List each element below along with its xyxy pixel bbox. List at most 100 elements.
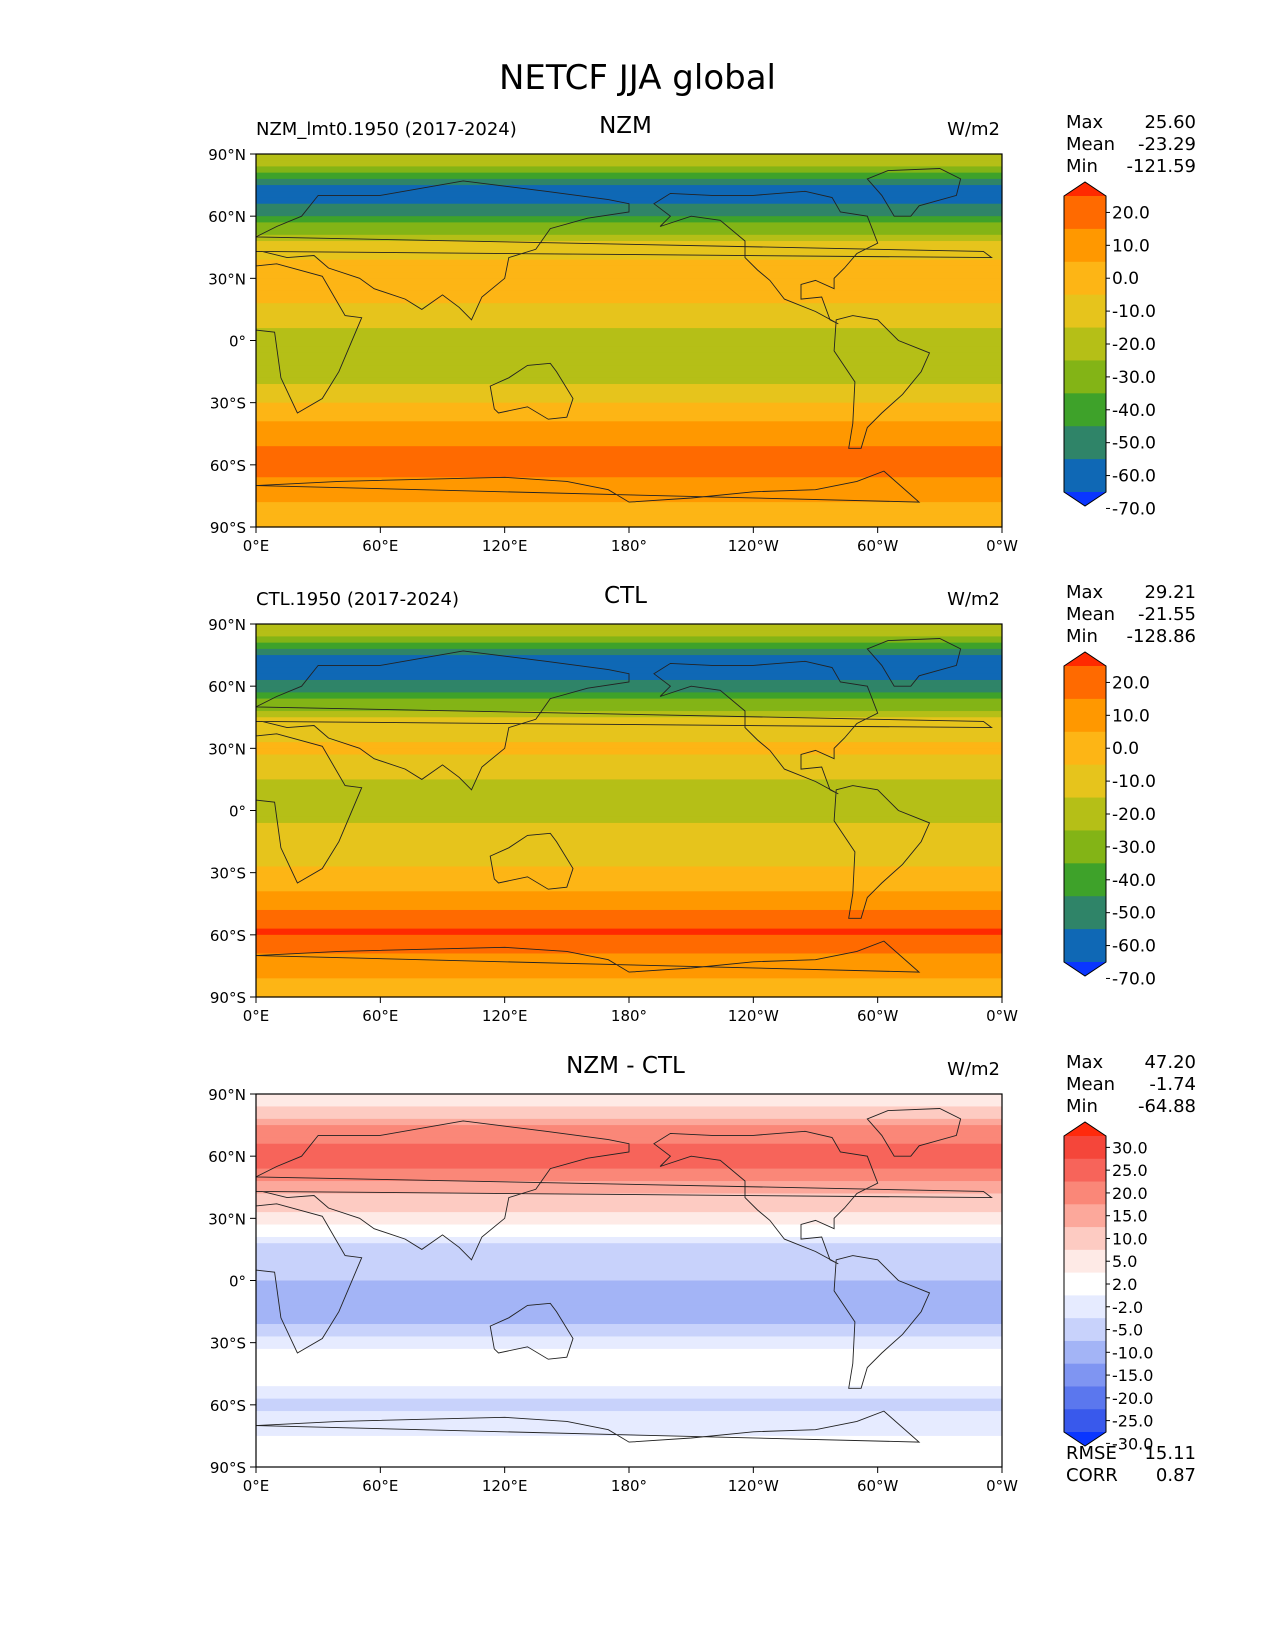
coast-africa <box>255 1203 363 1354</box>
field-band <box>256 829 1002 836</box>
error-stats: RMSE 15.11 CORR 0.87 <box>1066 1443 1196 1487</box>
field-band <box>256 1355 1002 1362</box>
field-band <box>256 1342 1002 1350</box>
lat-tick-label: 30°N <box>208 1210 246 1228</box>
stat-mean: -1.74 <box>1149 1074 1196 1095</box>
field-band <box>256 452 1002 460</box>
field-band <box>256 928 1002 936</box>
colorbar-bottom-extension <box>1064 492 1106 506</box>
lon-tick-label: 120°W <box>728 537 779 555</box>
corr-value: 0.87 <box>1155 1465 1196 1486</box>
field-band <box>256 897 1002 905</box>
field-band <box>256 841 1002 849</box>
field-band <box>256 191 1002 199</box>
lon-tick-label: 60°E <box>362 1477 398 1495</box>
lat-tick-label: 60°S <box>210 1397 246 1415</box>
colorbar-swatch <box>1064 360 1106 394</box>
lon-tick-label: 120°E <box>482 1007 528 1025</box>
lat-tick-label: 90°S <box>210 989 246 1007</box>
coast-greenland <box>866 168 962 217</box>
colorbar-swatch <box>1064 294 1106 329</box>
field-band <box>256 704 1002 712</box>
field-band <box>256 723 1002 731</box>
lon-tick-label: 180° <box>611 537 647 555</box>
colorbar-level-label: -60.0 <box>1112 937 1156 957</box>
lat-tick-label: 60°N <box>208 1148 246 1166</box>
field-band <box>256 1460 1002 1468</box>
panel-title: NZM <box>599 113 652 139</box>
colorbar-bottom-extension <box>1064 1432 1106 1446</box>
coast-greenland <box>866 638 962 687</box>
field-band <box>256 1174 1002 1182</box>
stat-max-label: Max <box>1066 112 1104 133</box>
field-band <box>256 1317 1002 1325</box>
lon-tick-label: 120°E <box>482 1477 528 1495</box>
field-band <box>256 1243 1002 1251</box>
stat-max: 47.20 <box>1144 1052 1196 1073</box>
colorbar-level-label: -60.0 <box>1112 467 1156 487</box>
coast-antarctica <box>255 470 921 503</box>
field-band <box>256 1429 1002 1437</box>
field-band <box>256 934 1002 942</box>
field-band <box>256 328 1002 335</box>
colorbar-swatch <box>1064 863 1106 897</box>
field-band <box>256 197 1002 205</box>
field-band <box>256 508 1002 516</box>
field-band <box>256 903 1002 911</box>
lat-tick-label: 30°N <box>208 740 246 758</box>
stat-mean-label: Mean <box>1066 134 1116 155</box>
colorbar-swatch <box>1064 1340 1106 1365</box>
field-band <box>256 1100 1002 1108</box>
field-band <box>256 1255 1002 1263</box>
colorbar-level-label: -30.0 <box>1112 838 1156 858</box>
colorbar-swatch <box>1064 1272 1106 1296</box>
field-band <box>256 1336 1002 1344</box>
field-band <box>256 259 1002 267</box>
lat-tick-label: 30°S <box>210 1335 246 1353</box>
colorbar-level-label: -50.0 <box>1112 434 1156 454</box>
field-band <box>256 810 1002 818</box>
coast-north-america <box>653 1130 879 1265</box>
colorbar-swatch <box>1064 228 1106 263</box>
stat-min: -121.59 <box>1126 156 1196 177</box>
stat-mean-label: Mean <box>1066 604 1116 625</box>
field-band <box>256 798 1002 805</box>
stat-mean: -23.29 <box>1137 134 1196 155</box>
field-band <box>256 296 1002 304</box>
colorbar-level-label: 2.0 <box>1112 1275 1137 1294</box>
field-band <box>256 309 1002 317</box>
field-band <box>256 502 1002 509</box>
field-band <box>256 698 1002 706</box>
colorbar-swatch <box>1064 1318 1106 1342</box>
field-band <box>256 748 1002 756</box>
map-plot: 90°N 60°N 30°N 0° 30°S 60°S 90°S0°E 60°E 120°E 18… <box>208 616 1156 1025</box>
colorbar-swatch <box>1064 797 1106 831</box>
lat-tick-label: 90°N <box>208 616 246 634</box>
field-band <box>256 947 1002 955</box>
colorbar-level-label: -10.0 <box>1112 772 1156 792</box>
coast-australia <box>489 362 574 420</box>
field-band <box>256 315 1002 323</box>
field-band <box>256 1156 1002 1163</box>
lat-tick-label: 60°S <box>210 457 246 475</box>
lat-tick-label: 60°N <box>208 208 246 226</box>
colorbar-swatch <box>1064 196 1106 230</box>
field-band <box>256 390 1002 398</box>
lon-tick-label: 0°E <box>243 1007 270 1025</box>
field-band <box>256 1330 1002 1338</box>
field-band <box>256 1448 1002 1456</box>
field-band <box>256 352 1002 360</box>
field-band <box>256 1373 1002 1381</box>
colorbar-level-label: -10.0 <box>1112 302 1156 322</box>
stat-min: -64.88 <box>1137 1096 1196 1117</box>
coastlines <box>255 168 993 503</box>
field-band <box>256 866 1002 874</box>
field-band <box>256 265 1002 273</box>
field-band <box>256 1348 1002 1356</box>
field-band <box>256 885 1002 892</box>
coast-south-america <box>833 785 931 919</box>
field-bands <box>256 154 1002 528</box>
field-band <box>256 222 1002 230</box>
field-band <box>256 1224 1002 1232</box>
field-band <box>256 978 1002 986</box>
